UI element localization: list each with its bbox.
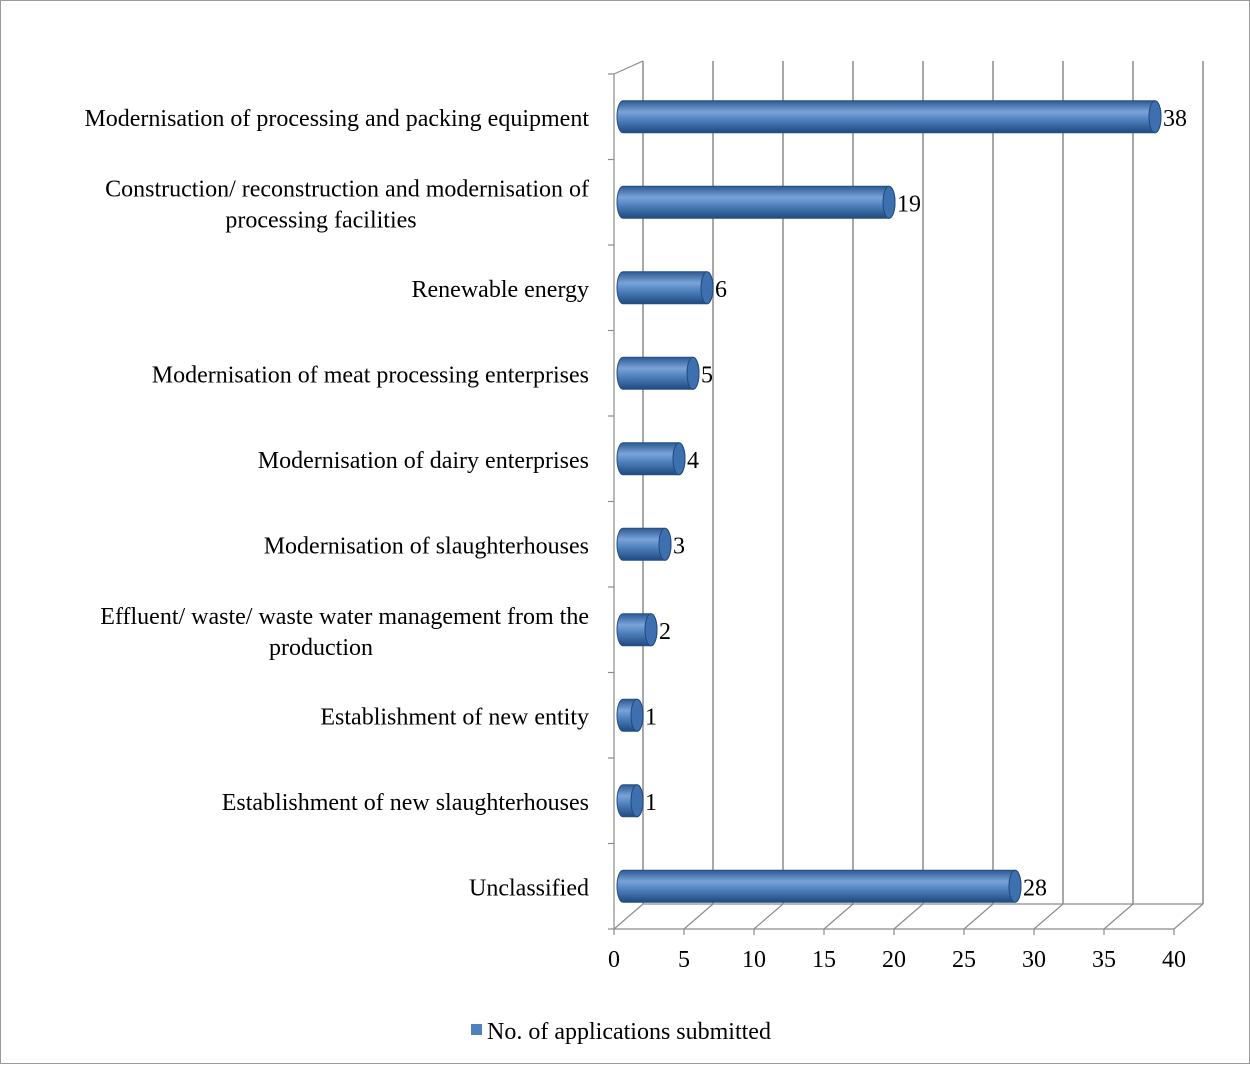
bar[interactable] (616, 100, 1162, 134)
category-label-line: Effluent/ waste/ waste water management … (100, 604, 589, 630)
data-label: 5 (701, 362, 713, 388)
category-label: Effluent/ waste/ waste water management … (100, 604, 589, 661)
bar[interactable] (616, 613, 658, 647)
bar-body (616, 869, 1022, 903)
bar[interactable] (616, 869, 1022, 903)
bar[interactable] (616, 442, 686, 476)
bar-end-cap (1008, 869, 1022, 903)
category-label-line: production (269, 635, 373, 661)
bar-end-cap (882, 185, 896, 219)
floor-gridline (823, 903, 854, 930)
floor-gridline (613, 903, 644, 930)
bar-end-cap (686, 356, 700, 390)
category-label: Renewable energy (412, 277, 589, 303)
bar-end-cap (672, 442, 686, 476)
floor-gridline (1173, 903, 1204, 930)
x-tick-label: 40 (1162, 947, 1186, 973)
category-label: Modernisation of processing and packing … (84, 106, 589, 132)
data-label: 3 (673, 533, 685, 559)
wall-top-edge (613, 60, 644, 75)
x-tick-label: 25 (952, 947, 976, 973)
bar-end-cap (658, 527, 672, 561)
category-label: Unclassified (469, 875, 589, 901)
category-label: Modernisation of meat processing enterpr… (152, 362, 589, 388)
bar-end-cap (700, 271, 714, 305)
floor-gridline (753, 903, 784, 930)
category-labels: Modernisation of processing and packing … (84, 106, 589, 902)
legend-label: No. of applications submitted (487, 1019, 771, 1045)
data-label: 2 (659, 619, 671, 645)
x-tick-label: 15 (812, 947, 836, 973)
bar-end-cap (630, 698, 644, 732)
bar[interactable] (616, 185, 896, 219)
category-label: Construction/ reconstruction and moderni… (105, 176, 589, 233)
legend[interactable]: No. of applications submitted (471, 1019, 771, 1045)
category-label: Establishment of new entity (320, 704, 589, 730)
bar[interactable] (616, 271, 714, 305)
floor-gridline (1033, 903, 1064, 930)
bar[interactable] (616, 527, 672, 561)
x-tick-label: 20 (882, 947, 906, 973)
bars (616, 100, 1162, 903)
category-label-line: processing facilities (225, 207, 416, 233)
data-label: 4 (687, 448, 699, 474)
category-label: Establishment of new slaughterhouses (222, 790, 589, 816)
category-label-line: Construction/ reconstruction and moderni… (105, 176, 589, 202)
data-label: 1 (645, 704, 657, 730)
x-tick-label: 10 (742, 947, 766, 973)
data-label: 28 (1023, 875, 1047, 901)
bar-end-cap (630, 784, 644, 818)
floor-gridline (963, 903, 994, 930)
data-label: 38 (1163, 106, 1187, 132)
bar-body (616, 100, 1162, 134)
data-label: 1 (645, 790, 657, 816)
bar-body (616, 185, 896, 219)
floor-gridline (893, 903, 924, 930)
x-axis-ticks: 0 5 10 15 20 25 30 35 40 (608, 929, 1186, 973)
bar-body (616, 271, 714, 305)
bar[interactable] (616, 698, 644, 732)
bar[interactable] (616, 784, 644, 818)
floor-gridline (1103, 903, 1134, 930)
bar[interactable] (616, 356, 700, 390)
bar-end-cap (1148, 100, 1162, 134)
category-label: Modernisation of dairy enterprises (258, 448, 589, 474)
floor-gridline (683, 903, 714, 930)
x-tick-label: 0 (608, 947, 620, 973)
x-tick-label: 5 (678, 947, 690, 973)
data-labels: 38 19 6 5 4 3 2 1 1 28 (645, 106, 1187, 902)
data-label: 19 (897, 191, 921, 217)
legend-swatch (471, 1024, 482, 1035)
x-tick-label: 30 (1022, 947, 1046, 973)
bar-end-cap (644, 613, 658, 647)
data-label: 6 (715, 277, 727, 303)
category-label: Modernisation of slaughterhouses (264, 533, 589, 559)
x-tick-label: 35 (1092, 947, 1116, 973)
